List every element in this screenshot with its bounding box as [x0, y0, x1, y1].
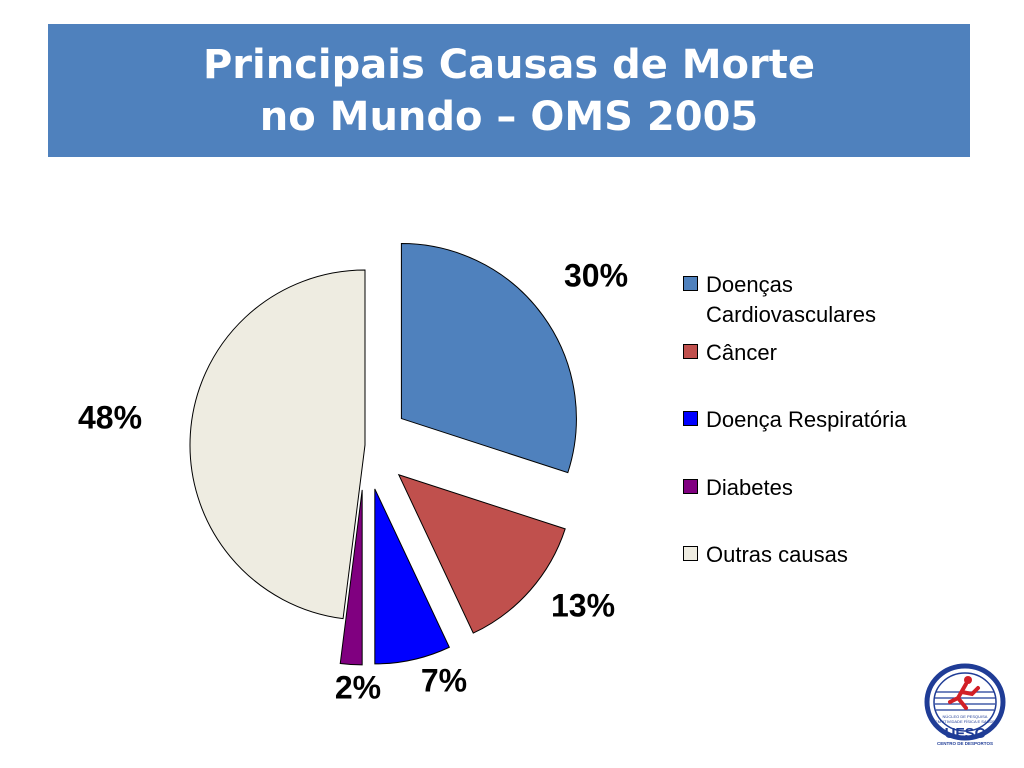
- data-label-cancer: 13%: [551, 587, 615, 623]
- title-banner: Principais Causas de Morte no Mundo – OM…: [48, 24, 970, 157]
- data-label-outras-causas: 48%: [78, 399, 142, 435]
- legend-item-cancer: Câncer: [683, 338, 777, 368]
- legend-swatch: [683, 546, 698, 561]
- legend-swatch: [683, 344, 698, 359]
- legend-swatch: [683, 479, 698, 494]
- data-label-cardiovasculares: 30%: [564, 257, 628, 293]
- legend-item-respiratoria: Doença Respiratória: [683, 405, 907, 435]
- pie-slice-cardiovasculares: [400, 243, 577, 474]
- legend-swatch: [683, 411, 698, 426]
- legend-label: Doença Respiratória: [706, 407, 907, 432]
- legend-item-diabetes: Diabetes: [683, 473, 793, 503]
- pie-slice-diabetes: [339, 489, 363, 666]
- title-line-2: no Mundo – OMS 2005: [259, 93, 759, 140]
- pie-slice-cancer: [397, 473, 566, 634]
- data-label-diabetes: 2%: [335, 669, 381, 705]
- legend-item-cardiovasculares: Doenças Cardiovasculares: [683, 270, 931, 330]
- data-label-respiratoria: 7%: [421, 662, 467, 698]
- legend-item-outras-causas: Outras causas: [683, 540, 848, 570]
- legend-swatch: [683, 276, 698, 291]
- legend-label: Câncer: [706, 340, 777, 365]
- ufsc-logo: NÚCLEO DE PESQUISA EM ATIVIDADE FÍSICA E…: [924, 663, 1006, 746]
- pie-slice-outras-causas: [189, 269, 366, 620]
- svg-text:CENTRO DE DESPORTOS: CENTRO DE DESPORTOS: [937, 741, 993, 746]
- svg-text:EM ATIVIDADE FÍSICA E SAÚDE: EM ATIVIDADE FÍSICA E SAÚDE: [935, 719, 995, 724]
- svg-text:NÚCLEO DE PESQUISA: NÚCLEO DE PESQUISA: [943, 714, 988, 719]
- legend-label: Outras causas: [706, 542, 848, 567]
- legend-label: Doenças Cardiovasculares: [706, 272, 876, 327]
- legend-label: Diabetes: [706, 475, 793, 500]
- pie-slice-respiratoria: [374, 488, 450, 665]
- title-line-1: Principais Causas de Morte: [202, 41, 816, 88]
- svg-text:UFSC: UFSC: [945, 725, 986, 742]
